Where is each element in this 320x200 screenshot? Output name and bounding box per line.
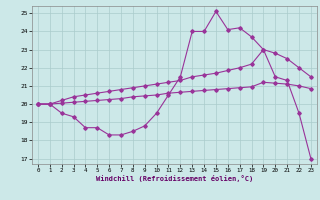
X-axis label: Windchill (Refroidissement éolien,°C): Windchill (Refroidissement éolien,°C) xyxy=(96,175,253,182)
